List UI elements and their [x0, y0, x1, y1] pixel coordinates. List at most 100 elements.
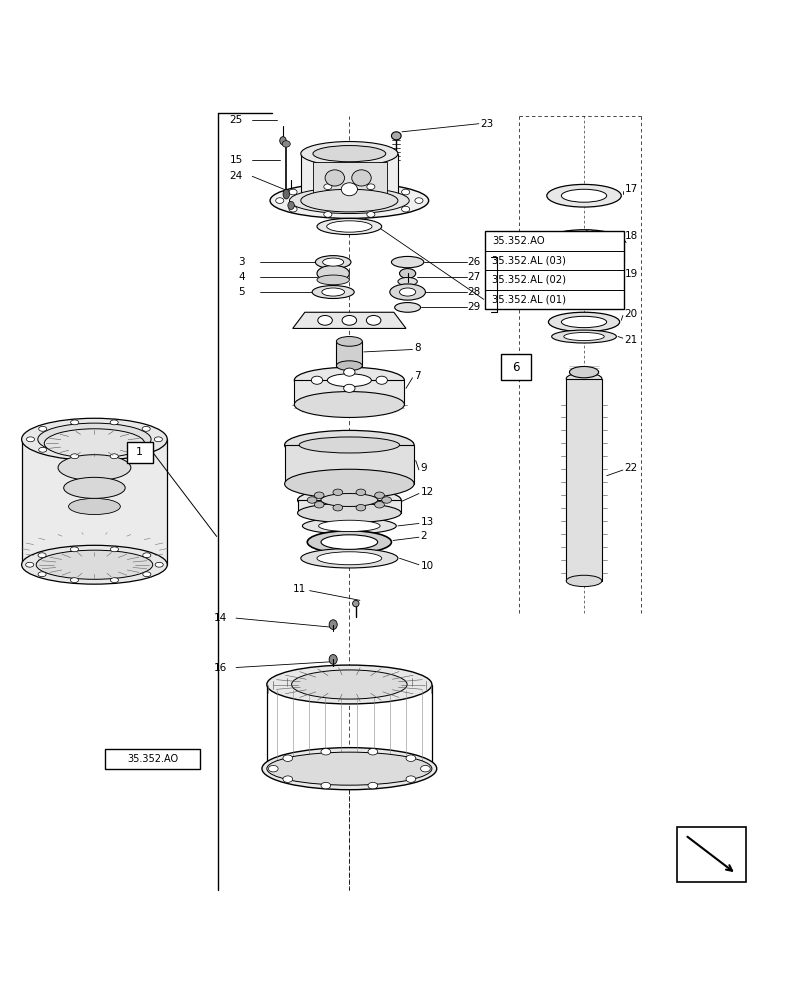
- Ellipse shape: [560, 316, 606, 328]
- Ellipse shape: [22, 418, 167, 460]
- Bar: [543, 243, 624, 260]
- Bar: [294, 380, 404, 405]
- Ellipse shape: [546, 184, 620, 207]
- Ellipse shape: [155, 562, 163, 567]
- Ellipse shape: [316, 218, 381, 235]
- Ellipse shape: [326, 221, 371, 232]
- Ellipse shape: [336, 361, 362, 371]
- Ellipse shape: [287, 201, 294, 209]
- Ellipse shape: [336, 337, 362, 346]
- Ellipse shape: [268, 765, 278, 772]
- Bar: [285, 445, 414, 484]
- Ellipse shape: [318, 520, 380, 532]
- Ellipse shape: [333, 489, 342, 496]
- Polygon shape: [292, 312, 406, 328]
- Bar: [105, 749, 200, 769]
- Ellipse shape: [320, 535, 377, 549]
- Ellipse shape: [38, 423, 151, 455]
- Bar: [336, 341, 362, 366]
- Ellipse shape: [276, 198, 284, 203]
- Ellipse shape: [560, 189, 606, 202]
- Text: 18: 18: [624, 231, 637, 241]
- Ellipse shape: [71, 420, 79, 425]
- Ellipse shape: [559, 273, 607, 282]
- Ellipse shape: [327, 374, 371, 387]
- Text: 23: 23: [480, 119, 493, 129]
- Ellipse shape: [280, 137, 286, 145]
- Ellipse shape: [406, 776, 415, 782]
- Text: 14: 14: [213, 613, 226, 623]
- Ellipse shape: [297, 489, 401, 511]
- Ellipse shape: [291, 670, 406, 699]
- Ellipse shape: [562, 231, 572, 237]
- Ellipse shape: [406, 755, 415, 761]
- Ellipse shape: [548, 236, 558, 243]
- Text: 27: 27: [467, 272, 480, 282]
- Text: 28: 28: [467, 287, 480, 297]
- Bar: [297, 500, 401, 513]
- Ellipse shape: [307, 497, 316, 503]
- Ellipse shape: [39, 447, 47, 452]
- Ellipse shape: [565, 373, 601, 384]
- Bar: [485, 231, 624, 309]
- Ellipse shape: [45, 429, 144, 458]
- Text: 25: 25: [230, 115, 242, 125]
- Ellipse shape: [341, 183, 357, 196]
- Ellipse shape: [262, 748, 436, 790]
- Ellipse shape: [285, 469, 414, 498]
- Text: 2: 2: [420, 531, 427, 541]
- Ellipse shape: [375, 376, 387, 384]
- Ellipse shape: [324, 184, 332, 190]
- Ellipse shape: [367, 748, 377, 755]
- Ellipse shape: [543, 230, 624, 256]
- Ellipse shape: [367, 782, 377, 789]
- Ellipse shape: [343, 368, 354, 376]
- Text: 6: 6: [512, 361, 519, 374]
- Ellipse shape: [603, 233, 613, 240]
- Ellipse shape: [143, 572, 151, 577]
- Text: 10: 10: [420, 561, 433, 571]
- Ellipse shape: [26, 562, 34, 567]
- Ellipse shape: [282, 755, 292, 761]
- Text: 16: 16: [213, 663, 226, 673]
- Ellipse shape: [321, 288, 344, 296]
- Ellipse shape: [401, 206, 410, 212]
- Ellipse shape: [343, 384, 354, 392]
- Text: 12: 12: [420, 487, 433, 497]
- Ellipse shape: [270, 183, 428, 218]
- Text: 24: 24: [230, 171, 242, 181]
- Ellipse shape: [543, 248, 624, 273]
- Text: 9: 9: [420, 463, 427, 473]
- Bar: [501, 354, 530, 380]
- Ellipse shape: [320, 782, 330, 789]
- Ellipse shape: [328, 620, 337, 629]
- Ellipse shape: [314, 492, 324, 498]
- Ellipse shape: [317, 315, 332, 325]
- Ellipse shape: [71, 454, 79, 459]
- Text: 5: 5: [238, 287, 245, 297]
- Text: 35.352.AL (01): 35.352.AL (01): [491, 294, 565, 304]
- Ellipse shape: [297, 503, 401, 523]
- Ellipse shape: [154, 437, 162, 442]
- Text: 35.352.AL (03): 35.352.AL (03): [491, 255, 565, 265]
- Ellipse shape: [603, 246, 613, 252]
- Ellipse shape: [110, 578, 118, 583]
- Bar: [676, 827, 745, 882]
- Ellipse shape: [333, 504, 342, 511]
- Ellipse shape: [420, 765, 430, 772]
- Ellipse shape: [110, 547, 118, 552]
- Text: 7: 7: [414, 371, 420, 381]
- Ellipse shape: [351, 170, 371, 186]
- Ellipse shape: [63, 477, 125, 498]
- Ellipse shape: [289, 189, 297, 195]
- Ellipse shape: [314, 502, 324, 508]
- Ellipse shape: [300, 142, 397, 166]
- Text: 1: 1: [136, 447, 143, 457]
- Ellipse shape: [38, 553, 46, 558]
- Text: 8: 8: [414, 343, 420, 353]
- Ellipse shape: [312, 146, 385, 162]
- Ellipse shape: [285, 430, 414, 460]
- Ellipse shape: [355, 489, 365, 496]
- Ellipse shape: [282, 141, 290, 147]
- Ellipse shape: [58, 455, 131, 481]
